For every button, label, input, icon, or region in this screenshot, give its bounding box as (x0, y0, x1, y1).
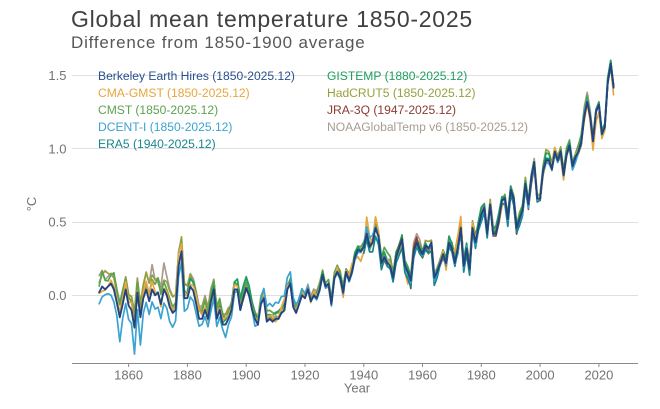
svg-text:0.0: 0.0 (48, 288, 66, 303)
svg-text:1.0: 1.0 (48, 141, 66, 156)
svg-text:0.5: 0.5 (48, 215, 66, 230)
svg-text:°C: °C (24, 197, 39, 212)
svg-text:1940: 1940 (349, 368, 378, 383)
svg-text:1880: 1880 (173, 368, 202, 383)
svg-text:Year: Year (344, 381, 371, 396)
svg-text:1960: 1960 (408, 368, 437, 383)
svg-text:1860: 1860 (114, 368, 143, 383)
svg-text:1.5: 1.5 (48, 68, 66, 83)
svg-text:2000: 2000 (526, 368, 555, 383)
svg-text:1980: 1980 (467, 368, 496, 383)
svg-text:1920: 1920 (291, 368, 320, 383)
svg-text:2020: 2020 (584, 368, 613, 383)
svg-text:1900: 1900 (232, 368, 261, 383)
